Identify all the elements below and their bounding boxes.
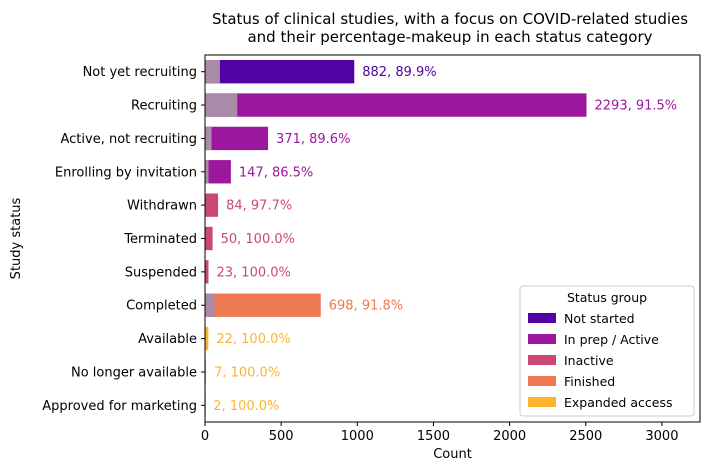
x-tick-label: 3000: [645, 429, 678, 444]
y-axis-label: Study status: [9, 197, 24, 279]
legend-entry-label: In prep / Active: [564, 332, 659, 347]
bar-covid-portion: [205, 93, 238, 117]
bar-withdrawn: [205, 193, 219, 217]
bar-labels-group: 882, 89.9% 2293, 91.5% 371, 89.6% 147, 86.5…: [213, 65, 677, 414]
bar-value-label: 2, 100.0%: [213, 399, 279, 414]
bars-group: [205, 60, 587, 417]
y-tick-label: Recruiting: [131, 99, 197, 114]
y-tick-label: Enrolling by invitation: [55, 165, 197, 180]
chart-title-line: and their percentage-makeup in each stat…: [247, 28, 652, 46]
bar-value-label: 882, 89.9%: [362, 65, 436, 80]
y-tick-label: Completed: [126, 299, 197, 314]
bar-value-label: 23, 100.0%: [217, 265, 291, 280]
bar-not-yet-recruiting: [205, 60, 355, 84]
legend-swatch: [528, 397, 556, 407]
legend-swatch: [528, 355, 556, 365]
x-tick-label: 1000: [341, 429, 374, 444]
x-tick-label: 1500: [417, 429, 450, 444]
y-tick-label: No longer available: [71, 365, 197, 380]
bar-completed: [205, 293, 321, 317]
chart-title-line: Status of clinical studies, with a focus…: [212, 10, 688, 28]
chart-title: Status of clinical studies, with a focus…: [212, 10, 688, 46]
x-tick-labels: 0 500 1000 1500 2000 2500 3000: [201, 422, 678, 444]
legend-box: [519, 285, 695, 417]
x-tick-label: 0: [201, 429, 209, 444]
bar-recruiting: [205, 93, 587, 117]
plot-frame: [204, 54, 701, 423]
x-tick-label: 2500: [569, 429, 602, 444]
bar-enrolling-by-invitation: [205, 160, 231, 184]
legend-swatch: [528, 334, 556, 344]
bar-value-label: 371, 89.6%: [276, 132, 350, 147]
legend-entry-label: Finished: [564, 374, 615, 389]
legend-swatch: [528, 313, 556, 323]
bar-covid-portion: [205, 126, 212, 151]
x-tick-label: 500: [269, 429, 294, 444]
bar-value-label: 698, 91.8%: [329, 299, 403, 314]
legend-title: Status group: [567, 290, 647, 305]
y-tick-label: Available: [138, 332, 197, 347]
bar-covid-portion: [205, 60, 220, 84]
bar-covid-portion: [205, 160, 209, 184]
x-tick-label: 2000: [493, 429, 526, 444]
legend-entry-label: Expanded access: [564, 395, 672, 410]
bar-active-not-recruiting: [205, 126, 269, 151]
bar-value-label: 22, 100.0%: [216, 332, 290, 347]
y-tick-label: Not yet recruiting: [83, 65, 197, 80]
legend-entry-label: Not started: [564, 311, 635, 326]
bar-available: [205, 326, 209, 351]
bar-terminated: [205, 226, 213, 251]
bar-value-label: 2293, 91.5%: [595, 99, 678, 114]
y-tick-label: Suspended: [125, 265, 197, 280]
bar-value-label: 147, 86.5%: [239, 165, 313, 180]
bar-suspended: [205, 260, 209, 284]
legend-swatch: [528, 376, 556, 386]
bar-value-label: 50, 100.0%: [221, 232, 295, 247]
x-axis-label: Count: [433, 447, 472, 462]
bar-no-longer-available: [205, 360, 207, 384]
y-tick-labels: Not yet recruiting Recruiting Active, not …: [42, 65, 205, 414]
legend-entry-label: Inactive: [564, 353, 614, 368]
bar-value-label: 7, 100.0%: [214, 365, 280, 380]
y-tick-label: Approved for marketing: [42, 399, 197, 414]
y-tick-label: Active, not recruiting: [61, 132, 198, 147]
legend: Status group Not started In prep / Active I…: [519, 285, 695, 417]
bar-value-label: 84, 97.7%: [226, 199, 292, 214]
y-tick-label: Withdrawn: [127, 199, 197, 214]
bar-covid-portion: [205, 293, 215, 317]
y-tick-label: Terminated: [123, 232, 197, 247]
